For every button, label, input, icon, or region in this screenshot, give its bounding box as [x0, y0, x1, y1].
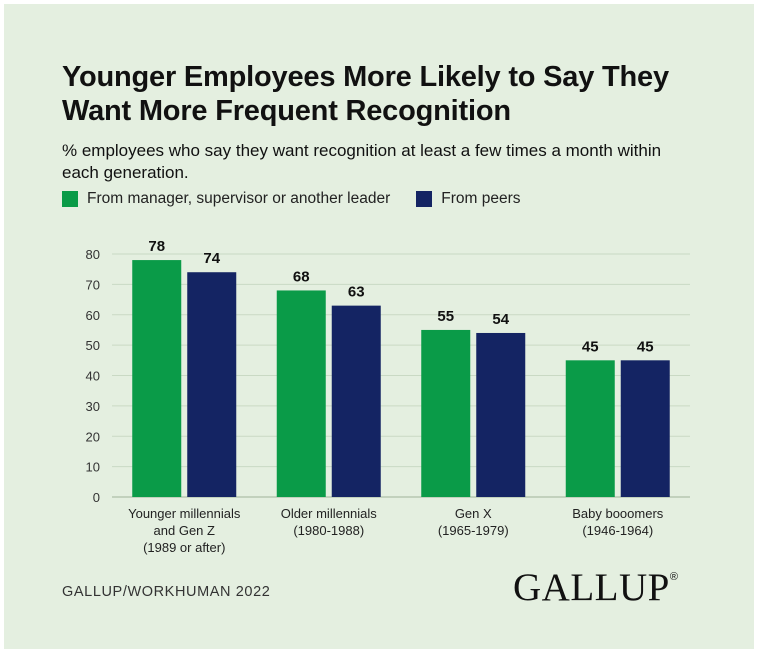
y-tick-label-0: 0 — [93, 490, 100, 505]
x-tick-label-0-2: (1989 or after) — [143, 540, 225, 555]
data-label-manager-0: 78 — [148, 238, 165, 255]
bar-manager-3 — [565, 360, 615, 497]
legend-item-manager: From manager, supervisor or another lead… — [62, 190, 390, 208]
y-tick-label-40: 40 — [86, 369, 100, 384]
bar-peers-2 — [476, 332, 526, 497]
data-label-peers-0: 74 — [203, 250, 220, 267]
y-tick-label-10: 10 — [86, 460, 100, 475]
gallup-logo: GALLUP® — [513, 565, 678, 610]
legend-label-peers: From peers — [441, 190, 521, 207]
legend: From manager, supervisor or another lead… — [62, 190, 547, 208]
logo-text: GALLUP — [513, 566, 670, 609]
registered-mark: ® — [669, 571, 679, 583]
y-tick-label-20: 20 — [86, 429, 100, 444]
bar-peers-1 — [331, 305, 381, 497]
data-label-manager-3: 45 — [582, 338, 599, 355]
data-label-peers-1: 63 — [348, 284, 365, 301]
data-label-manager-1: 68 — [293, 268, 310, 285]
chart-title: Younger Employees More Likely to Say The… — [62, 61, 669, 127]
bar-manager-0 — [132, 260, 182, 497]
y-tick-label-70: 70 — [86, 277, 100, 292]
bar-manager-2 — [421, 329, 471, 497]
chart-subtitle: % employees who say they want recognitio… — [62, 141, 662, 182]
data-label-peers-3: 45 — [637, 338, 654, 355]
data-label-peers-2: 54 — [492, 311, 509, 328]
bar-manager-1 — [276, 290, 326, 497]
bar-peers-0 — [187, 272, 237, 497]
data-label-manager-2: 55 — [437, 308, 454, 325]
legend-label-manager: From manager, supervisor or another lead… — [87, 190, 391, 207]
bar-peers-3 — [620, 360, 670, 497]
x-tick-label-3-1: (1946-1964) — [582, 523, 653, 538]
x-tick-label-2-1: (1965-1979) — [438, 523, 509, 538]
y-tick-label-50: 50 — [86, 338, 100, 353]
legend-swatch-peers — [416, 191, 433, 207]
legend-swatch-manager — [62, 191, 78, 207]
x-tick-label-0-1: and Gen Z — [154, 523, 215, 538]
y-tick-label-60: 60 — [86, 308, 100, 323]
x-tick-label-0-0: Younger millennials — [128, 506, 241, 521]
x-tick-label-3-0: Baby booomers — [572, 506, 664, 521]
source-note: GALLUP/WORKHUMAN 2022 — [62, 584, 271, 600]
x-tick-label-2-0: Gen X — [455, 506, 492, 521]
y-tick-label-80: 80 — [86, 247, 100, 262]
x-tick-label-1-0: Older millennials — [281, 506, 378, 521]
x-tick-label-1-1: (1980-1988) — [293, 523, 364, 538]
y-tick-label-30: 30 — [86, 399, 100, 414]
legend-item-peers: From peers — [416, 190, 521, 208]
